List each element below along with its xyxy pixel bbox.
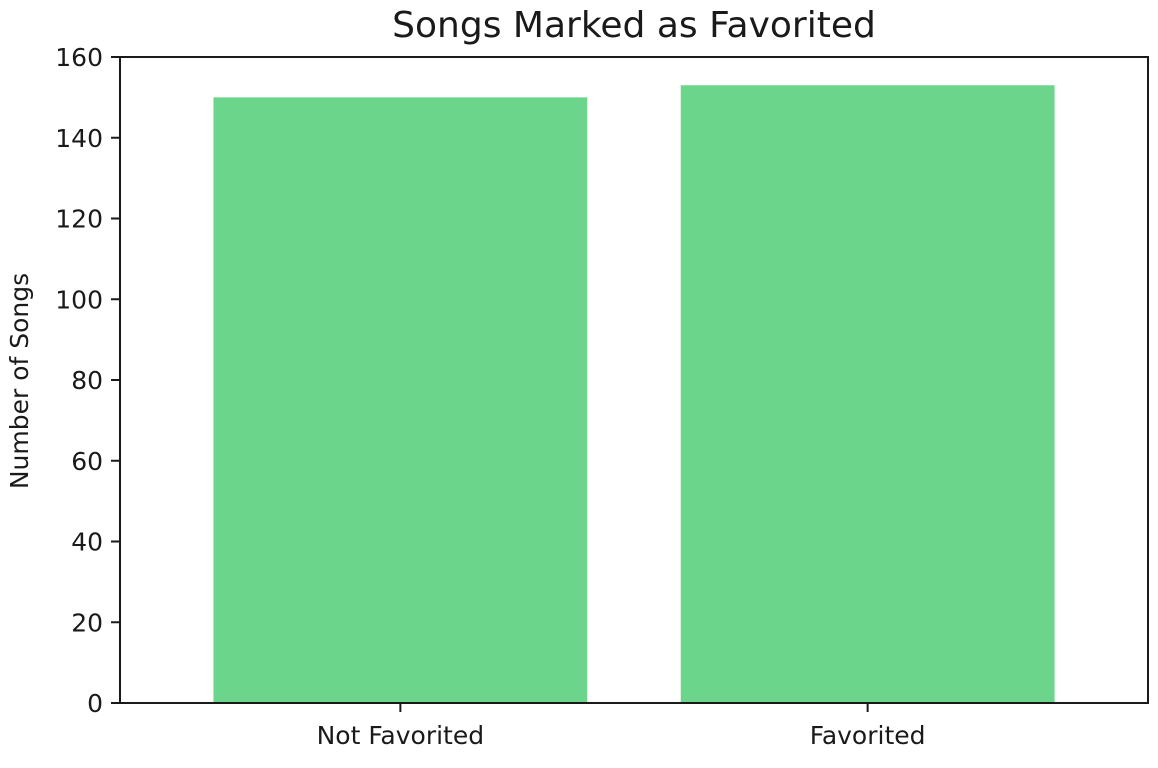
y-tick-label: 160 [55, 43, 103, 72]
y-tick-label: 20 [71, 608, 103, 637]
y-axis: 0 20 40 60 80 100 120 140 160 [55, 43, 120, 718]
y-tick-label: 40 [71, 528, 103, 557]
y-tick-label: 0 [87, 689, 103, 718]
x-axis: Not Favorited Favorited [317, 703, 926, 750]
chart-title: Songs Marked as Favorited [392, 5, 876, 46]
bar-not-favorited [213, 97, 588, 703]
y-tick-label: 100 [55, 285, 103, 314]
y-tick-label: 140 [55, 124, 103, 153]
y-tick-label: 60 [71, 447, 103, 476]
x-tick-label: Not Favorited [317, 721, 485, 750]
y-tick-label: 120 [55, 205, 103, 234]
bar-favorited [680, 85, 1055, 703]
y-tick-label: 80 [71, 366, 103, 395]
y-axis-label: Number of Songs [5, 273, 34, 489]
plot-frame [119, 56, 1149, 704]
x-tick-label: Favorited [810, 721, 926, 750]
bars-layer [213, 85, 1055, 703]
